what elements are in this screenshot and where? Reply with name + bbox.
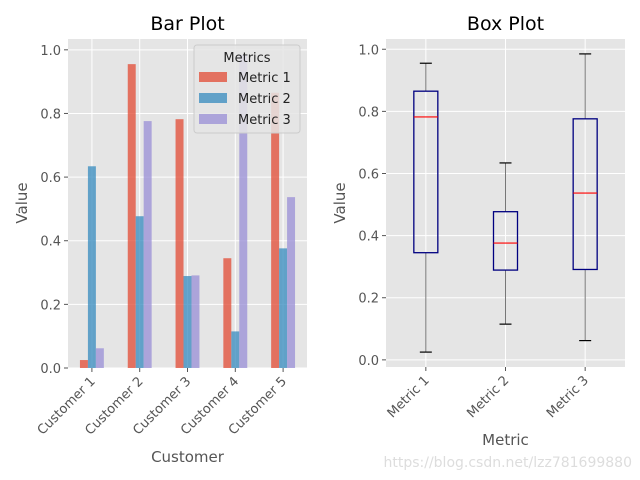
box-plot: 0.0 0.2 0.4 0.6 0.8 1.0 Metric 1 Metric 2 Metric… — [358, 39, 625, 421]
legend-label: Metric 3 — [238, 113, 291, 128]
box — [413, 90, 439, 254]
legend-label: Metric 2 — [238, 92, 291, 107]
bar-metric-2 — [231, 331, 240, 368]
box — [492, 211, 519, 271]
watermark: https://blog.csdn.net/lzz781699880 — [383, 455, 632, 471]
bar-metric-3 — [95, 348, 104, 368]
box-plot-ylabel: Value — [331, 182, 349, 223]
legend: Metrics Metric 1 Metric 2 Metric 3 — [193, 44, 301, 134]
legend-swatch — [199, 72, 227, 82]
bar-plot-title: Bar Plot — [150, 13, 224, 35]
x-tick-label: Metric 2 — [464, 373, 512, 421]
bar-plot-ylabel: Value — [13, 182, 31, 223]
box-plot-xlabel: Metric — [482, 431, 529, 449]
bar-metric-3 — [143, 121, 152, 368]
box-plot-title: Box Plot — [467, 13, 544, 35]
legend-swatch — [199, 114, 227, 124]
legend-label: Metric 1 — [238, 71, 291, 86]
bar-metric-2 — [87, 166, 96, 368]
y-tick-label: 1.0 — [358, 43, 379, 58]
bar-metric-2 — [279, 248, 288, 368]
y-tick-label: 0.2 — [358, 292, 379, 307]
legend-box — [193, 44, 301, 134]
y-tick-label: 0.8 — [40, 107, 61, 122]
x-tick-label: Metric 1 — [385, 373, 433, 421]
legend-swatch — [199, 93, 227, 103]
bar-metric-2 — [183, 276, 192, 368]
y-tick-label: 0.0 — [358, 354, 379, 369]
bar-metric-1 — [127, 64, 136, 369]
y-tick-label: 0.6 — [40, 171, 61, 186]
y-tick-label: 0.4 — [40, 235, 61, 250]
bar-metric-1 — [271, 92, 280, 368]
box — [572, 118, 598, 271]
y-tick-label: 0.8 — [358, 105, 379, 120]
y-tick-label: 1.0 — [40, 44, 61, 59]
bar-metric-1 — [223, 258, 232, 368]
y-tick-label: 0.0 — [40, 362, 61, 377]
y-tick-label: 0.6 — [358, 167, 379, 182]
legend-title: Metrics — [223, 51, 270, 66]
bar-metric-2 — [135, 216, 144, 368]
bar-metric-3 — [239, 54, 248, 368]
bar-plot-xlabel: Customer — [151, 448, 225, 466]
bar-metric-1 — [79, 360, 88, 368]
x-tick-label: Metric 3 — [544, 373, 592, 421]
bar-metric-1 — [175, 119, 184, 368]
y-tick-label: 0.4 — [358, 230, 379, 245]
y-tick-label: 0.2 — [40, 298, 61, 313]
bar-metric-3 — [287, 197, 296, 368]
bar-metric-3 — [191, 275, 200, 368]
